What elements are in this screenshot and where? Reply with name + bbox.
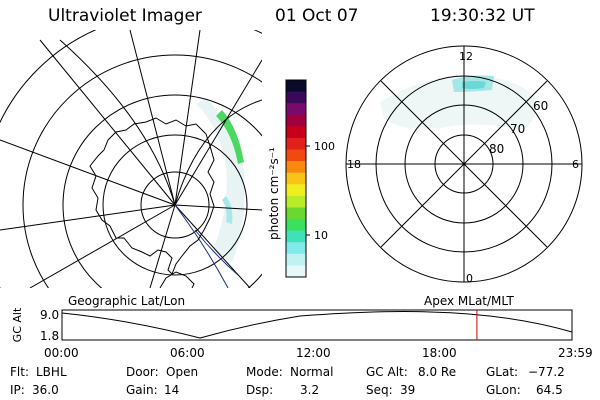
colorbar-segment <box>286 137 306 151</box>
colorbar-segment <box>286 149 306 162</box>
colorbar-segment <box>286 230 306 243</box>
altitude-curve <box>61 311 573 339</box>
glat-value: −77.2 <box>528 365 565 379</box>
time-label-0600: 06:00 <box>170 346 205 360</box>
timeline-left-title: Geographic Lat/Lon <box>68 294 185 308</box>
door-value: Open <box>166 365 199 379</box>
ip-label: IP: <box>10 383 25 397</box>
dsp-label: Dsp: <box>246 383 274 397</box>
time-label: 19:30:32 UT <box>430 6 535 26</box>
time-label-1200: 12:00 <box>296 346 331 360</box>
door-label: Door: <box>126 365 159 379</box>
colorbar-segment <box>286 184 306 197</box>
colorbar <box>286 80 306 278</box>
time-label-2359: 23:59 <box>558 346 593 360</box>
mlt-label-0: 0 <box>466 272 473 285</box>
colorbar-tick-label-100: 100 <box>314 140 335 153</box>
colorbar-segment <box>286 253 306 266</box>
gc-alt-label: GC Alt: <box>366 365 408 379</box>
mlat-label-70: 70 <box>510 122 525 136</box>
polar-grid <box>345 45 583 283</box>
gc-alt-value: 8.0 Re <box>418 365 457 379</box>
dsp-value: 3.2 <box>300 383 320 397</box>
glon-value: 64.5 <box>536 383 563 397</box>
colorbar-segment <box>286 126 306 139</box>
colorbar-segment <box>286 161 306 174</box>
aurora-band-bright <box>216 110 244 164</box>
timeline-frame <box>61 309 573 341</box>
time-label-0000: 00:00 <box>44 346 79 360</box>
latitude-circles <box>0 30 262 288</box>
meridians <box>0 30 262 288</box>
colorbar-segment <box>286 195 306 208</box>
magnetic-lines <box>174 204 239 288</box>
colorbar-unit-label: photon cm⁻²s⁻¹ <box>267 147 281 240</box>
colorbar-frame <box>285 79 307 278</box>
aurora-band-faint <box>196 98 245 262</box>
mode-label: Mode: <box>246 365 283 379</box>
colorbar-tick-label-10: 10 <box>314 229 328 242</box>
ip-value: 36.0 <box>32 383 59 397</box>
south-america-tip <box>159 271 195 288</box>
instrument-title: Ultraviolet Imager <box>48 6 202 26</box>
colorbar-segment <box>286 242 306 255</box>
time-label-1800: 18:00 <box>422 346 457 360</box>
colorbar-segment <box>286 114 306 127</box>
timeline-y-min: 1.8 <box>40 329 59 343</box>
date-label: 01 Oct 07 <box>275 6 359 26</box>
colorbar-segment <box>286 91 306 104</box>
seq-label: Seq: <box>366 383 393 397</box>
seq-value: 39 <box>400 383 416 397</box>
flt-value: LBHL <box>36 365 67 379</box>
colorbar-segment <box>286 265 306 278</box>
gain-label: Gain: <box>126 383 158 397</box>
timeline-axis-label: GC Alt <box>11 307 24 342</box>
mlt-label-12: 12 <box>459 50 473 63</box>
gain-value: 14 <box>164 383 180 397</box>
colorbar-segment <box>286 172 306 185</box>
colorbar-segment <box>286 80 306 93</box>
timeline-y-max: 9.0 <box>40 308 59 322</box>
mlat-label-80: 80 <box>489 142 504 156</box>
flt-label: Flt: <box>10 365 29 379</box>
mlt-label-6: 6 <box>572 158 579 171</box>
colorbar-segment <box>286 219 306 232</box>
glat-label: GLat: <box>486 365 519 379</box>
glon-label: GLon: <box>486 383 521 397</box>
mode-value: Normal <box>290 365 334 379</box>
colorbar-segment <box>286 103 306 116</box>
aurora-band-cyan <box>222 196 233 224</box>
timeline-time-labels: 00:00 06:00 12:00 18:00 23:59 <box>44 346 593 360</box>
colorbar-segment <box>286 207 306 220</box>
polar-emission <box>380 75 536 130</box>
antarctica-coastline <box>89 117 215 275</box>
timeline-right-title: Apex MLat/MLT <box>424 294 514 308</box>
mlat-label-60: 60 <box>533 99 548 113</box>
mlt-label-18: 18 <box>347 158 361 171</box>
geographic-map <box>0 30 262 288</box>
